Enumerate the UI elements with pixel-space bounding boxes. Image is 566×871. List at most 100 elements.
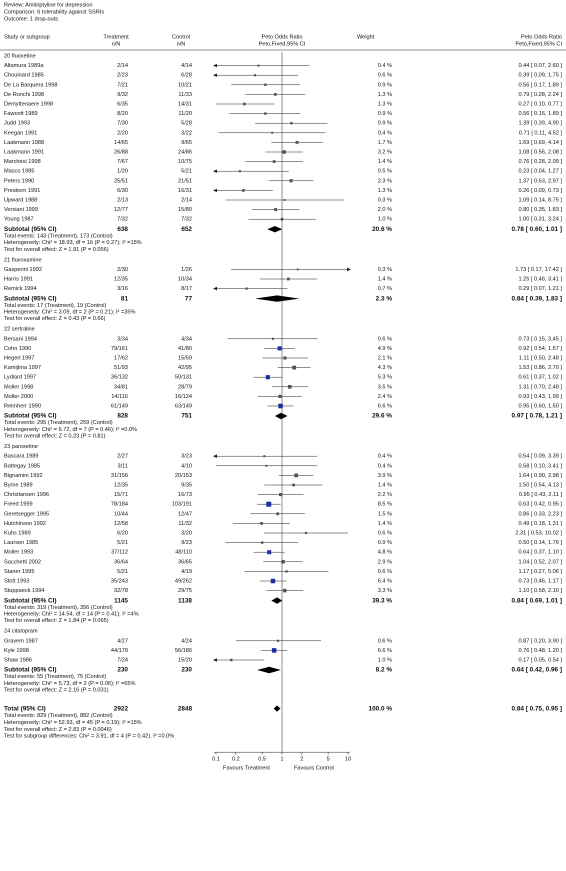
effect-estimate: 1.37 [ 0.63, 2.97 ] — [518, 178, 562, 184]
effect-estimate: 1.17 [ 0.27, 5.06 ] — [518, 569, 562, 575]
weight: 0.4 % — [378, 130, 392, 136]
weight: 0.3 % — [378, 197, 392, 203]
study-name: Moller 2000 — [4, 394, 33, 400]
study-name: Reimherr 1990 — [4, 403, 41, 409]
effect-estimate: 0.50 [ 0.14, 1.76 ] — [518, 540, 562, 546]
study-marker — [264, 83, 267, 87]
study-marker — [245, 287, 248, 290]
effect-estimate: 1.39 [ 0.39, 4.90 ] — [518, 121, 562, 127]
study-marker — [257, 64, 260, 67]
control: 1/26 — [181, 267, 192, 273]
favours-right: Favours Control — [294, 766, 334, 772]
control: 5/28 — [181, 121, 192, 127]
study-marker — [282, 150, 286, 154]
treatment: 12/58 — [114, 521, 128, 527]
weight: 1.4 % — [378, 159, 392, 165]
effect-estimate: 0.78 [ 0.60, 1.01 ] — [512, 226, 562, 233]
study-name: Stott 1993 — [4, 578, 30, 584]
weight: 1.0 % — [378, 217, 392, 223]
treatment: 828 — [117, 413, 128, 420]
pooled-diamond — [271, 597, 283, 604]
study-name: Remick 1994 — [4, 286, 37, 292]
x-tick-label: 2 — [300, 757, 303, 763]
ci-arrow — [347, 267, 351, 272]
study-marker — [281, 560, 285, 564]
treatment: 6/30 — [117, 188, 128, 194]
treatment: 35/243 — [111, 578, 128, 584]
treatment: 7/67 — [117, 159, 128, 165]
control: 10/34 — [178, 276, 192, 282]
control: 63/149 — [175, 403, 192, 409]
weight: 0.6 % — [378, 73, 392, 79]
x-tick-label: 1 — [280, 757, 283, 763]
weight: 0.3 % — [378, 267, 392, 273]
weight: 29.6 % — [372, 413, 392, 420]
weight: 39.3 % — [372, 597, 392, 604]
study-name: Moller 1993 — [4, 550, 33, 556]
study-name: Hegerl 1997 — [4, 355, 34, 361]
effect-estimate: 0.49 [ 0.18, 1.31 ] — [518, 521, 562, 527]
weight: 2.4 % — [378, 394, 392, 400]
subgroup-title: 21 fluvoxamine — [4, 257, 42, 263]
effect-estimate: 2.31 [ 0.53, 10.02 ] — [515, 530, 562, 536]
stat-line: Total events: 143 (Treatment), 173 (Cont… — [4, 233, 113, 239]
effect-estimate: 0.84 [ 0.75, 0.95 ] — [512, 705, 562, 712]
control: 2/14 — [181, 197, 192, 203]
control: 41/80 — [178, 346, 192, 352]
control: 2848 — [178, 705, 193, 712]
control: 77 — [185, 295, 193, 302]
effect-estimate: 1.09 [ 0.14, 8.75 ] — [518, 197, 562, 203]
treatment: 2922 — [114, 705, 129, 712]
study-name: Christiansen 1996 — [4, 492, 49, 498]
study-marker — [264, 112, 267, 115]
effect-estimate: 0.58 [ 0.10, 3.41 ] — [518, 463, 562, 469]
study-marker — [272, 160, 276, 163]
treatment: 2/13 — [117, 197, 128, 203]
study-marker — [296, 268, 299, 271]
stat-line: Test for overall effect: Z = 0.23 (P = 0… — [4, 434, 106, 440]
control: 4/10 — [181, 463, 192, 469]
stat-line: Test for overall effect: Z = 1.84 (P = 0… — [4, 618, 109, 624]
effect-estimate: 1.08 [ 0.56, 2.08 ] — [518, 149, 562, 155]
control: 3/22 — [181, 130, 192, 136]
control: 10/75 — [178, 159, 192, 165]
stat-line: Test for overall effect: Z = 2.16 (P = 0… — [4, 688, 109, 694]
effect-estimate: 0.64 [ 0.37, 1.10 ] — [518, 550, 562, 556]
study-marker — [266, 501, 272, 507]
weight: 0.4 % — [378, 454, 392, 460]
study-name: Sacchetti 2002 — [4, 559, 41, 565]
study-marker — [278, 403, 283, 409]
study-name: Versiani 1999 — [4, 207, 38, 213]
weight: 8.2 % — [376, 667, 393, 674]
control: 3/23 — [181, 454, 192, 460]
study-name: Kyle 1998 — [4, 648, 29, 654]
study-marker — [238, 170, 241, 173]
column-header: Peto Odds Ratio — [521, 34, 562, 40]
weight: 2.3 % — [376, 295, 393, 302]
study-marker — [294, 473, 299, 478]
treatment: 10/44 — [114, 511, 128, 517]
study-name: Altamura 1989a — [4, 63, 44, 69]
study-name: De Ronchi 1998 — [4, 92, 44, 98]
stat-line: Test for overall effect: Z = 0.43 (P = 0… — [4, 316, 106, 322]
control: 3/20 — [181, 530, 192, 536]
control: 230 — [181, 667, 192, 674]
control: 6/28 — [181, 73, 192, 79]
effect-estimate: 0.95 [ 0.43, 2.11 ] — [519, 492, 563, 498]
study-name: Freed 1999 — [4, 502, 33, 508]
outcome: Outcome: 1 drop-outs — [4, 16, 58, 22]
study-name: Staner 1995 — [4, 569, 34, 575]
weight: 2.3 % — [378, 178, 392, 184]
column-header: n/N — [112, 41, 121, 47]
effect-estimate: 1.64 [ 0.90, 2.98 ] — [518, 473, 562, 479]
effect-estimate: 0.61 [ 0.37, 1.02 ] — [518, 375, 562, 381]
study-name: Kuhs 1989 — [4, 530, 31, 536]
study-marker — [271, 131, 274, 134]
study-name: Laursen 1985 — [4, 540, 38, 546]
subgroup-title: 20 fluoxetine — [4, 53, 36, 59]
weight: 1.4 % — [378, 482, 392, 488]
stat-line: Heterogeneity: Chi² = 3.09, df = 2 (P = … — [4, 309, 135, 315]
treatment: 12/35 — [114, 276, 128, 282]
weight: 6.4 % — [378, 578, 392, 584]
